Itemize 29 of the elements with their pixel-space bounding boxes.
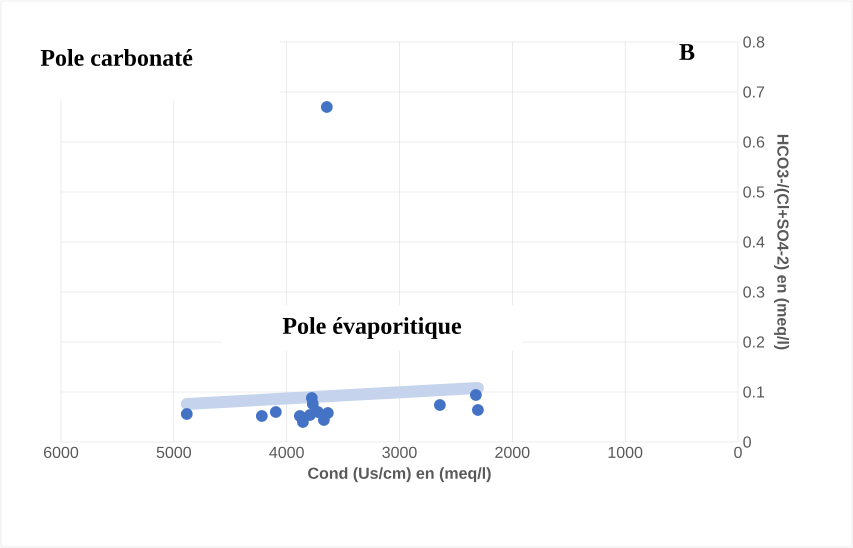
x-tick-label: 5000 <box>156 446 191 458</box>
annotation: Pole évaporitique <box>282 317 462 339</box>
y-tick-label: 0.2 <box>743 336 764 348</box>
y-tick-label: 0.8 <box>743 36 764 48</box>
x-axis-title: Cond (Us/cm) en (meq/l) <box>308 467 491 482</box>
point <box>256 410 268 422</box>
x-tick-label: 6000 <box>44 446 78 458</box>
x-tick-label: 0 <box>734 446 742 458</box>
y-axis-title: HCO3-/(Cl+SO4-2) en (meq/l) <box>774 134 789 350</box>
x-tick-label: 2000 <box>495 446 530 458</box>
point <box>470 389 482 401</box>
y-tick-label: 0.6 <box>743 136 764 148</box>
point <box>270 406 282 418</box>
point <box>472 404 484 416</box>
point <box>434 399 446 411</box>
annotation: B <box>679 44 694 60</box>
y-tick-label: 0.1 <box>743 386 764 398</box>
y-tick-label: 0.7 <box>743 86 764 98</box>
x-tick-label: 1000 <box>608 446 642 458</box>
x-tick-label: 3000 <box>382 446 417 458</box>
y-tick-label: 0.4 <box>743 236 764 248</box>
annotation: Pole carbonaté <box>40 49 192 66</box>
x-tick-label: 4000 <box>269 446 304 458</box>
point <box>320 101 333 113</box>
y-tick-label: 0.3 <box>743 286 764 298</box>
y-tick-label: 0 <box>743 436 751 448</box>
point <box>322 407 334 419</box>
y-tick-label: 0.5 <box>743 186 764 198</box>
point <box>180 408 193 420</box>
